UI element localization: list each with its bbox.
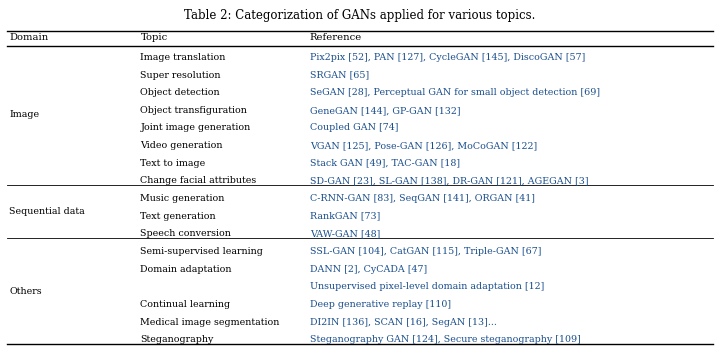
Text: Domain: Domain — [9, 33, 49, 42]
Text: Video generation: Video generation — [140, 141, 223, 150]
Text: Reference: Reference — [310, 33, 362, 42]
Text: DANN [2], CyCADA [47]: DANN [2], CyCADA [47] — [310, 265, 427, 274]
Text: Steganography: Steganography — [140, 335, 214, 344]
Text: Change facial attributes: Change facial attributes — [140, 176, 256, 185]
Text: Semi-supervised learning: Semi-supervised learning — [140, 247, 264, 256]
Text: Domain adaptation: Domain adaptation — [140, 265, 232, 274]
Text: Table 2: Categorization of GANs applied for various topics.: Table 2: Categorization of GANs applied … — [184, 9, 536, 22]
Text: Coupled GAN [74]: Coupled GAN [74] — [310, 123, 398, 132]
Text: Sequential data: Sequential data — [9, 207, 85, 216]
Text: Image: Image — [9, 110, 40, 119]
Text: Topic: Topic — [140, 33, 168, 42]
Text: Deep generative replay [110]: Deep generative replay [110] — [310, 300, 451, 309]
Text: RankGAN [73]: RankGAN [73] — [310, 212, 380, 221]
Text: Speech conversion: Speech conversion — [140, 229, 231, 238]
Text: Music generation: Music generation — [140, 194, 225, 203]
Text: VAW-GAN [48]: VAW-GAN [48] — [310, 229, 380, 238]
Text: DI2IN [136], SCAN [16], SegAN [13]...: DI2IN [136], SCAN [16], SegAN [13]... — [310, 318, 497, 327]
Text: Image translation: Image translation — [140, 53, 226, 62]
Text: Unsupervised pixel-level domain adaptation [12]: Unsupervised pixel-level domain adaptati… — [310, 282, 544, 291]
Text: Stack GAN [49], TAC-GAN [18]: Stack GAN [49], TAC-GAN [18] — [310, 159, 460, 168]
Text: Object transfiguration: Object transfiguration — [140, 106, 247, 115]
Text: SSL-GAN [104], CatGAN [115], Triple-GAN [67]: SSL-GAN [104], CatGAN [115], Triple-GAN … — [310, 247, 541, 256]
Text: Medical image segmentation: Medical image segmentation — [140, 318, 280, 327]
Text: SeGAN [28], Perceptual GAN for small object detection [69]: SeGAN [28], Perceptual GAN for small obj… — [310, 88, 600, 97]
Text: C-RNN-GAN [83], SeqGAN [141], ORGAN [41]: C-RNN-GAN [83], SeqGAN [141], ORGAN [41] — [310, 194, 534, 203]
Text: Text generation: Text generation — [140, 212, 216, 221]
Text: Joint image generation: Joint image generation — [140, 123, 251, 132]
Text: Pix2pix [52], PAN [127], CycleGAN [145], DiscoGAN [57]: Pix2pix [52], PAN [127], CycleGAN [145],… — [310, 53, 585, 62]
Text: SD-GAN [23], SL-GAN [138], DR-GAN [121], AGEGAN [3]: SD-GAN [23], SL-GAN [138], DR-GAN [121],… — [310, 176, 588, 185]
Text: Steganography GAN [124], Secure steganography [109]: Steganography GAN [124], Secure steganog… — [310, 335, 580, 344]
Text: Text to image: Text to image — [140, 159, 206, 168]
Text: Super resolution: Super resolution — [140, 71, 221, 80]
Text: GeneGAN [144], GP-GAN [132]: GeneGAN [144], GP-GAN [132] — [310, 106, 460, 115]
Text: VGAN [125], Pose-GAN [126], MoCoGAN [122]: VGAN [125], Pose-GAN [126], MoCoGAN [122… — [310, 141, 537, 150]
Text: SRGAN [65]: SRGAN [65] — [310, 71, 369, 80]
Text: Continual learning: Continual learning — [140, 300, 230, 309]
Text: Others: Others — [9, 287, 42, 296]
Text: Object detection: Object detection — [140, 88, 220, 97]
